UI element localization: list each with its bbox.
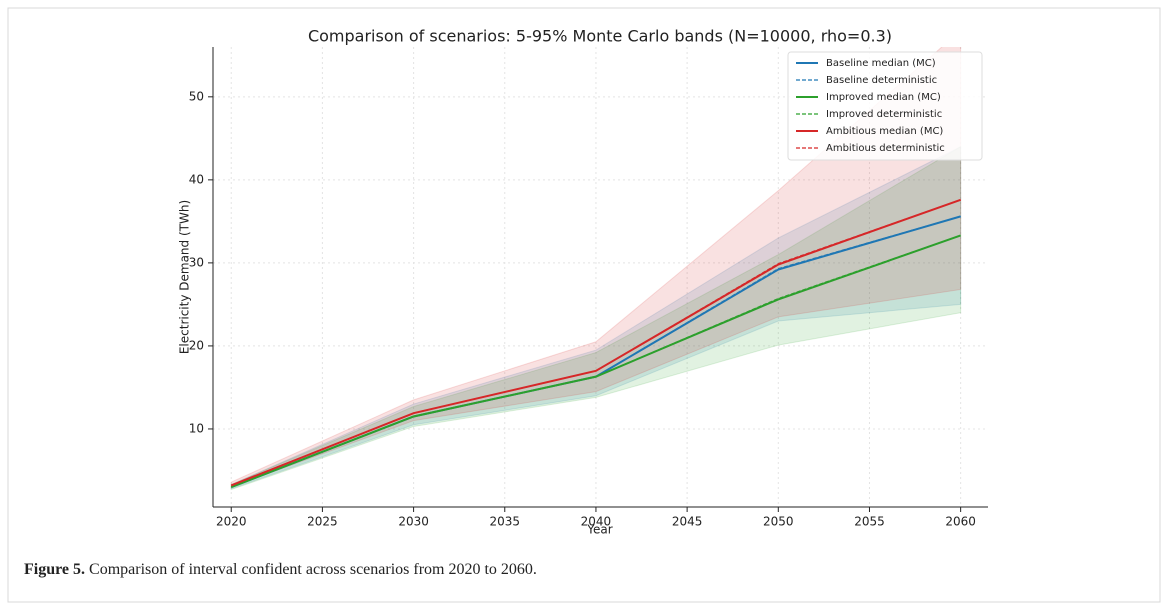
figure-frame (7, 7, 1161, 603)
y-tick-label: 20 (189, 338, 204, 352)
legend-label: Baseline deterministic (826, 75, 937, 86)
confidence-band (230, 145, 962, 491)
legend-label: Baseline median (MC) (826, 58, 936, 69)
x-tick-label: 2020 (216, 515, 247, 529)
x-tick-label: 2045 (672, 515, 703, 529)
chart-title: Comparison of scenarios: 5-95% Monte Car… (308, 27, 892, 46)
confidence-band (230, 145, 962, 490)
legend: Baseline median (MC) Baseline determinist… (787, 51, 983, 161)
series-line (231, 215, 961, 488)
legend-label: Ambitious median (MC) (826, 126, 943, 137)
y-tick-label: 40 (189, 172, 204, 186)
axes: 2020 2025 2030 2035 2040 2045 2050 2055 20601020… (189, 47, 988, 529)
series-line (231, 234, 961, 488)
x-tick-label: 2040 (581, 515, 612, 529)
x-tick-label: 2050 (763, 515, 794, 529)
y-tick-label: 30 (189, 255, 204, 269)
x-tick-label: 2035 (489, 515, 520, 529)
plot-area (230, 47, 962, 491)
x-axis-label: Year (586, 523, 612, 537)
y-tick-label: 50 (189, 89, 204, 103)
confidence-band (230, 47, 962, 488)
legend-label: Improved deterministic (826, 109, 942, 120)
legend-box (787, 51, 983, 161)
x-tick-label: 2060 (945, 515, 976, 529)
series-line (230, 198, 961, 487)
legend-label: Improved median (MC) (826, 92, 941, 103)
caption: Figure 5. Comparison of interval confide… (24, 561, 537, 579)
y-tick-label: 10 (189, 421, 204, 435)
caption-label: Figure 5. (24, 561, 86, 578)
x-tick-label: 2030 (398, 515, 429, 529)
legend-label: Ambitious deterministic (826, 143, 945, 154)
caption-text: Comparison of interval confident across … (85, 561, 537, 578)
y-axis-label: Electricity Demand (TWh) (178, 200, 192, 354)
x-tick-label: 2025 (307, 515, 338, 529)
x-tick-label: 2055 (854, 515, 885, 529)
